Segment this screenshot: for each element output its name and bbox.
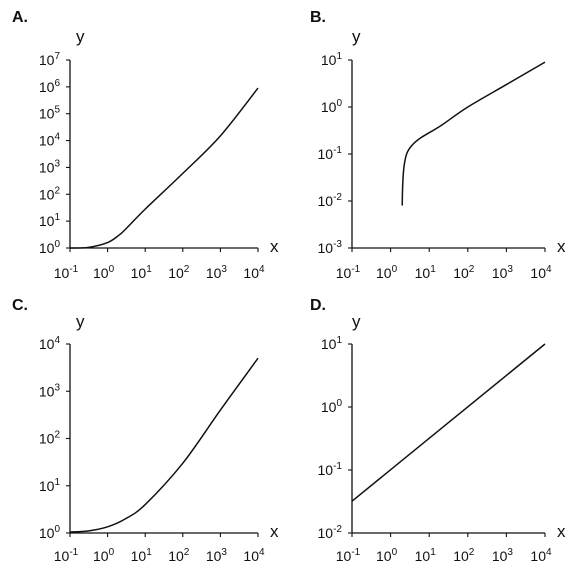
panel-label: A. [12, 9, 28, 26]
y-tick-label: 101 [321, 335, 343, 352]
panel-label: B. [310, 9, 326, 26]
x-tick-label: 104 [530, 547, 552, 564]
y-axis-title: y [76, 27, 85, 46]
y-tick-label: 103 [39, 158, 61, 175]
x-axis-title: x [557, 237, 566, 256]
x-tick-label: 10-1 [54, 264, 79, 281]
x-tick-label: 10-1 [54, 547, 79, 564]
x-tick-label: 100 [93, 547, 115, 564]
x-tick-label: 103 [206, 547, 228, 564]
y-tick-label: 100 [39, 524, 61, 541]
y-tick-label: 10-2 [318, 524, 343, 541]
y-tick-label: 10-2 [318, 192, 343, 209]
x-tick-label: 100 [376, 264, 398, 281]
x-axis-title: x [557, 522, 566, 541]
x-tick-label: 102 [453, 547, 475, 564]
x-tick-label: 103 [492, 547, 514, 564]
x-tick-label: 10-1 [336, 547, 361, 564]
x-tick-label: 104 [530, 264, 552, 281]
panel-label: C. [12, 297, 28, 314]
y-tick-label: 105 [39, 105, 61, 122]
x-tick-label: 100 [376, 547, 398, 564]
y-axis-title: y [76, 312, 85, 331]
y-axis-title: y [352, 312, 361, 331]
x-tick-label: 101 [131, 264, 153, 281]
series-line [69, 357, 259, 533]
x-tick-label: 101 [415, 264, 437, 281]
x-axis-title: x [270, 522, 279, 541]
x-tick-label: 100 [93, 264, 115, 281]
y-tick-label: 107 [39, 51, 61, 68]
y-tick-label: 100 [321, 398, 343, 415]
panel-b: B. y x 10-1 100 101 102 103 104 10-3 10-2 10-1 100 10… [310, 9, 566, 281]
x-tick-label: 102 [168, 547, 190, 564]
x-tick-label: 103 [492, 264, 514, 281]
x-tick-label: 101 [415, 547, 437, 564]
x-tick-label: 103 [206, 264, 228, 281]
series-line [351, 343, 546, 502]
y-tick-label: 102 [39, 430, 61, 447]
panel-a: A. y x 10-1 100 101 102 103 104 100 101 102 103 104 10… [12, 9, 279, 281]
y-tick-label: 106 [39, 78, 61, 95]
x-tick-label: 102 [453, 264, 475, 281]
y-tick-label: 101 [321, 51, 343, 68]
series-line [69, 87, 259, 249]
y-tick-label: 102 [39, 185, 61, 202]
y-tick-label: 103 [39, 382, 61, 399]
x-tick-label: 104 [243, 547, 265, 564]
y-tick-label: 10-1 [318, 145, 343, 162]
panel-d: D. y x 10-1 100 101 102 103 104 10-2 10-1 100 101 [310, 297, 566, 564]
x-tick-label: 10-1 [336, 264, 361, 281]
y-tick-label: 100 [39, 239, 61, 256]
y-tick-label: 10-3 [318, 239, 343, 256]
y-tick-label: 104 [39, 335, 61, 352]
x-tick-label: 101 [131, 547, 153, 564]
panel-c: C. y x 10-1 100 101 102 103 104 100 101 102 103 104 [12, 297, 279, 564]
panel-label: D. [310, 297, 326, 314]
y-tick-label: 104 [39, 132, 61, 149]
series-line [401, 61, 546, 206]
y-tick-label: 101 [39, 212, 61, 229]
x-tick-label: 104 [243, 264, 265, 281]
y-tick-label: 101 [39, 477, 61, 494]
x-tick-label: 102 [168, 264, 190, 281]
y-tick-label: 10-1 [318, 461, 343, 478]
y-tick-label: 100 [321, 98, 343, 115]
y-axis-title: y [352, 27, 361, 46]
x-axis-title: x [270, 237, 279, 256]
